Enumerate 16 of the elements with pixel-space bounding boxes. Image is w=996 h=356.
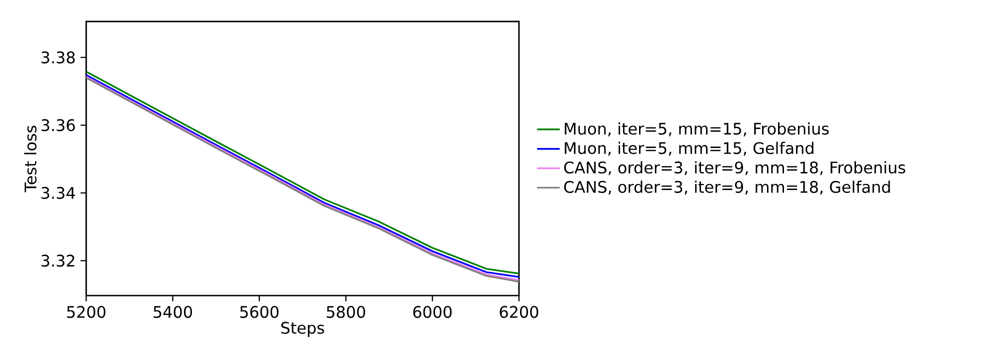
y-tick-label: 3.32 <box>42 254 74 267</box>
y-tick-label: 3.34 <box>42 186 75 199</box>
y-axis-title: Test loss <box>24 126 37 192</box>
y-tick-label: 3.38 <box>42 51 75 64</box>
x-tick-label: 5600 <box>240 306 279 318</box>
legend-label: CANS, order=3, iter=9, mm=18, Gelfand <box>564 180 890 195</box>
x-tick-label: 6200 <box>500 306 538 318</box>
x-tick-label: 6000 <box>413 306 452 318</box>
legend-label: CANS, order=3, iter=9, mm=18, Frobenius <box>564 161 906 176</box>
y-tick-label: 3.36 <box>42 119 75 132</box>
legend-label: Muon, iter=5, mm=15, Frobenius <box>564 122 829 136</box>
x-tick-label: 5400 <box>154 306 192 318</box>
x-axis-title: Steps <box>281 322 324 337</box>
x-tick-label: 5800 <box>326 306 366 318</box>
x-tick-label: 5200 <box>67 306 106 318</box>
legend-label: Muon, iter=5, mm=15, Gelfand <box>564 142 814 156</box>
